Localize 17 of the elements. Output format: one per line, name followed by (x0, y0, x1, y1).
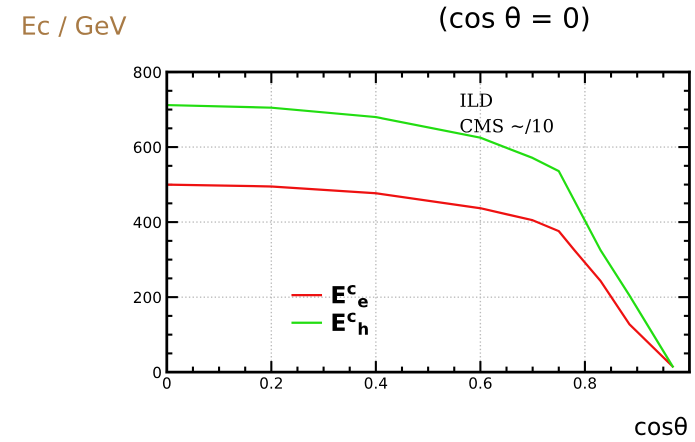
annotation: CMS ~/10 (460, 118, 553, 134)
y-tick-label: 200 (134, 292, 161, 304)
x-tick-label: 0.2 (260, 377, 282, 389)
x-tick-label: 0 (162, 377, 171, 389)
y-tick-label: 0 (153, 366, 161, 378)
annotation: ILD (460, 94, 492, 107)
y-tick-label: 600 (134, 142, 161, 154)
y-axis-title: Ec / GeV (23, 16, 126, 37)
y-tick-label: 400 (134, 216, 161, 228)
y-tick-label: 800 (134, 66, 161, 78)
x-tick-label: 0.6 (469, 377, 492, 389)
legend-label: E$^{c}$$_{h}$ (332, 312, 368, 335)
x-tick-label: 0.4 (364, 377, 388, 389)
x-tick-label: 0.8 (574, 377, 596, 389)
x-axis-title: cosθ (635, 416, 687, 436)
chart-title: (cos θ = 0) (440, 6, 588, 32)
line-series (166, 183, 674, 368)
